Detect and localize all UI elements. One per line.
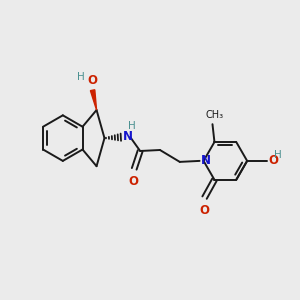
Text: O: O — [200, 204, 210, 217]
Text: O: O — [88, 74, 98, 87]
Text: H: H — [128, 121, 136, 131]
Text: O: O — [128, 175, 138, 188]
Text: CH₃: CH₃ — [206, 110, 224, 120]
Text: O: O — [268, 154, 278, 167]
Text: N: N — [123, 130, 133, 142]
Text: H: H — [77, 72, 85, 82]
Text: N: N — [201, 154, 211, 167]
Polygon shape — [90, 90, 97, 110]
Text: H: H — [274, 150, 282, 160]
